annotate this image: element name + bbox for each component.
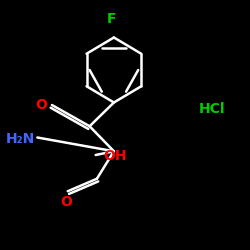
Text: OH: OH [103,149,126,163]
Text: HCl: HCl [199,102,226,116]
Text: F: F [107,12,116,26]
Text: O: O [35,98,47,112]
Text: O: O [60,195,72,209]
Text: H₂N: H₂N [6,132,35,146]
